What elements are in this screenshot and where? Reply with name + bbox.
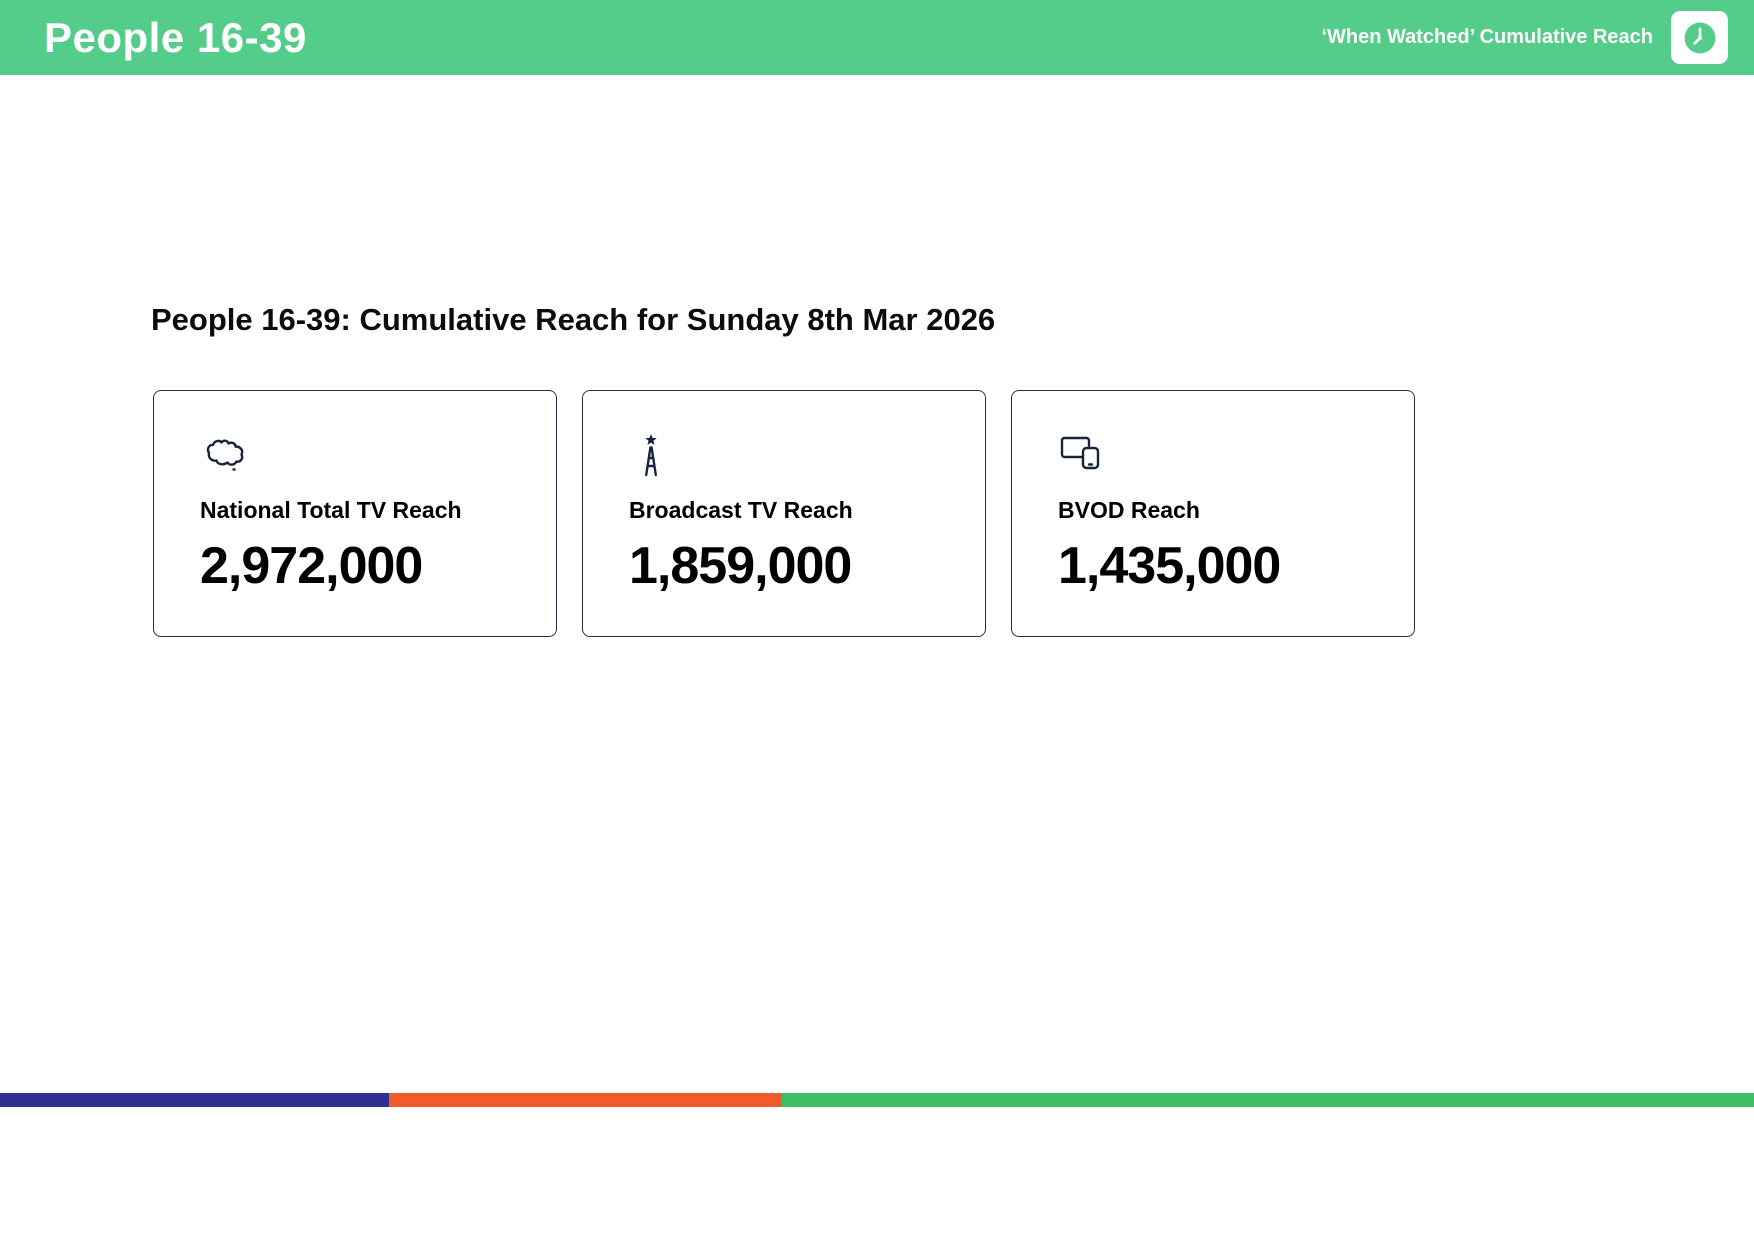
kpi-card-bvod: BVOD Reach 1,435,000 xyxy=(1011,390,1415,637)
footer-segment-navy xyxy=(0,1093,390,1107)
kpi-card-broadcast-tv: Broadcast TV Reach 1,859,000 xyxy=(582,390,986,637)
card-label: Broadcast TV Reach xyxy=(629,497,853,523)
card-label: National Total TV Reach xyxy=(200,497,462,523)
kpi-cards-row: National Total TV Reach 2,972,000 Broadc… xyxy=(153,390,1754,637)
report-heading: People 16-39: Cumulative Reach for Sunda… xyxy=(151,302,996,337)
kpi-card-national-total-tv: National Total TV Reach 2,972,000 xyxy=(153,390,557,637)
australia-map-icon xyxy=(200,433,510,481)
card-value: 2,972,000 xyxy=(200,537,423,595)
card-value: 1,435,000 xyxy=(1058,537,1281,595)
footer-segment-orange xyxy=(389,1093,783,1107)
clock-icon xyxy=(1671,11,1728,64)
footer-brand-bar xyxy=(0,1093,1754,1107)
card-label: BVOD Reach xyxy=(1058,497,1200,523)
app-header: People 16-39 ‘When Watched’ Cumulative R… xyxy=(0,0,1754,75)
header-subtitle: ‘When Watched’ Cumulative Reach xyxy=(1321,26,1653,48)
card-value: 1,859,000 xyxy=(629,537,852,595)
page-title: People 16-39 xyxy=(44,13,307,61)
devices-icon xyxy=(1058,433,1368,481)
broadcast-tower-icon xyxy=(629,433,939,481)
footer-segment-green xyxy=(782,1093,1754,1107)
main-content: People 16-39: Cumulative Reach for Sunda… xyxy=(0,302,1754,637)
header-right-group: ‘When Watched’ Cumulative Reach xyxy=(1321,11,1728,64)
